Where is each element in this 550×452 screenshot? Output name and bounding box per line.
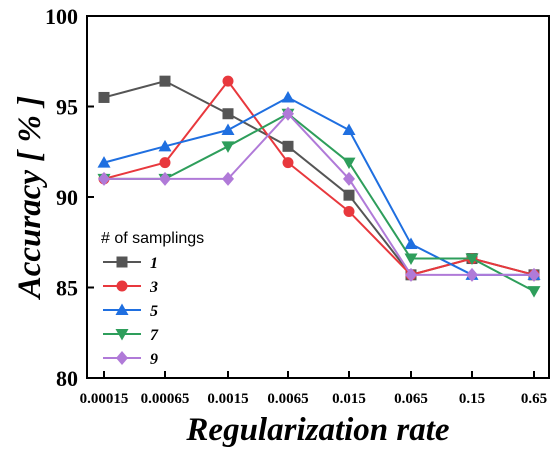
y-tick-label: 100: [45, 4, 78, 29]
data-point: [342, 123, 356, 136]
legend-item-9: 9: [103, 351, 158, 368]
y-tick-label: 85: [56, 276, 78, 301]
series-group: [97, 75, 541, 298]
data-point: [98, 171, 110, 186]
series-line-7: [104, 112, 535, 293]
x-tick-label: 0.065: [394, 391, 428, 407]
legend-marker: [115, 329, 129, 341]
legend-marker: [116, 351, 128, 365]
data-point: [465, 253, 479, 266]
legend-item-3: 3: [103, 279, 158, 296]
series-line-9: [104, 112, 534, 276]
data-point: [222, 171, 234, 186]
legend-marker: [116, 280, 128, 292]
data-point: [159, 171, 171, 186]
legend-label: 7: [150, 327, 159, 344]
data-point: [158, 139, 172, 152]
data-point: [282, 106, 294, 121]
x-tick-label: 0.0015: [207, 391, 248, 407]
axis-ticks: 0.00015 0.00065 0.0015 0.0065 0.015 0.065 0.15…: [45, 4, 547, 407]
data-point: [343, 205, 355, 217]
data-point: [466, 267, 478, 282]
data-point: [159, 157, 171, 169]
x-axis-title: Regularization rate: [185, 412, 449, 448]
legend-item-1: 1: [103, 255, 158, 272]
data-point: [282, 140, 294, 152]
data-point: [281, 90, 295, 103]
plot-frame: [86, 15, 550, 379]
data-point: [527, 286, 541, 298]
data-point: [222, 108, 234, 120]
y-axis-title: Accuracy [ % ]: [12, 96, 48, 301]
data-point: [282, 157, 294, 169]
legend-item-5: 5: [103, 303, 158, 320]
x-tick-label: 0.0065: [267, 391, 308, 407]
data-point: [404, 253, 418, 266]
legend-marker: [116, 256, 128, 268]
data-point: [343, 171, 355, 186]
data-point: [221, 123, 235, 136]
series-line-5: [103, 96, 534, 276]
legend-label: 5: [150, 303, 158, 320]
x-tick-label: 0.00065: [141, 391, 190, 407]
legend-title: # of samplings: [101, 230, 204, 247]
legend-item-7: 7: [103, 327, 159, 344]
data-point: [159, 75, 171, 87]
data-point: [222, 75, 234, 87]
y-tick-label: 90: [56, 185, 78, 210]
data-point: [404, 237, 418, 250]
x-tick-label: 0.015: [332, 391, 366, 407]
data-point: [98, 91, 110, 103]
x-tick-label: 0.15: [459, 391, 485, 407]
data-point: [97, 156, 111, 168]
data-point: [221, 141, 235, 153]
data-point: [528, 267, 540, 282]
series-9: [98, 106, 540, 282]
legend-label: 1: [150, 255, 158, 272]
legend: # of samplings 1 3 5 7 9: [101, 230, 204, 368]
data-point: [405, 267, 417, 282]
x-tick-label: 0.65: [521, 391, 547, 407]
legend-label: 3: [149, 279, 158, 296]
legend-marker: [115, 303, 129, 315]
y-tick-label: 80: [56, 366, 78, 391]
series-7: [97, 108, 541, 298]
x-tick-label: 0.00015: [80, 391, 129, 407]
data-point: [343, 189, 355, 201]
data-point: [342, 157, 356, 170]
series-5: [97, 90, 541, 280]
series-line-3: [103, 79, 535, 276]
legend-label: 9: [150, 351, 158, 368]
y-tick-label: 95: [56, 95, 78, 120]
